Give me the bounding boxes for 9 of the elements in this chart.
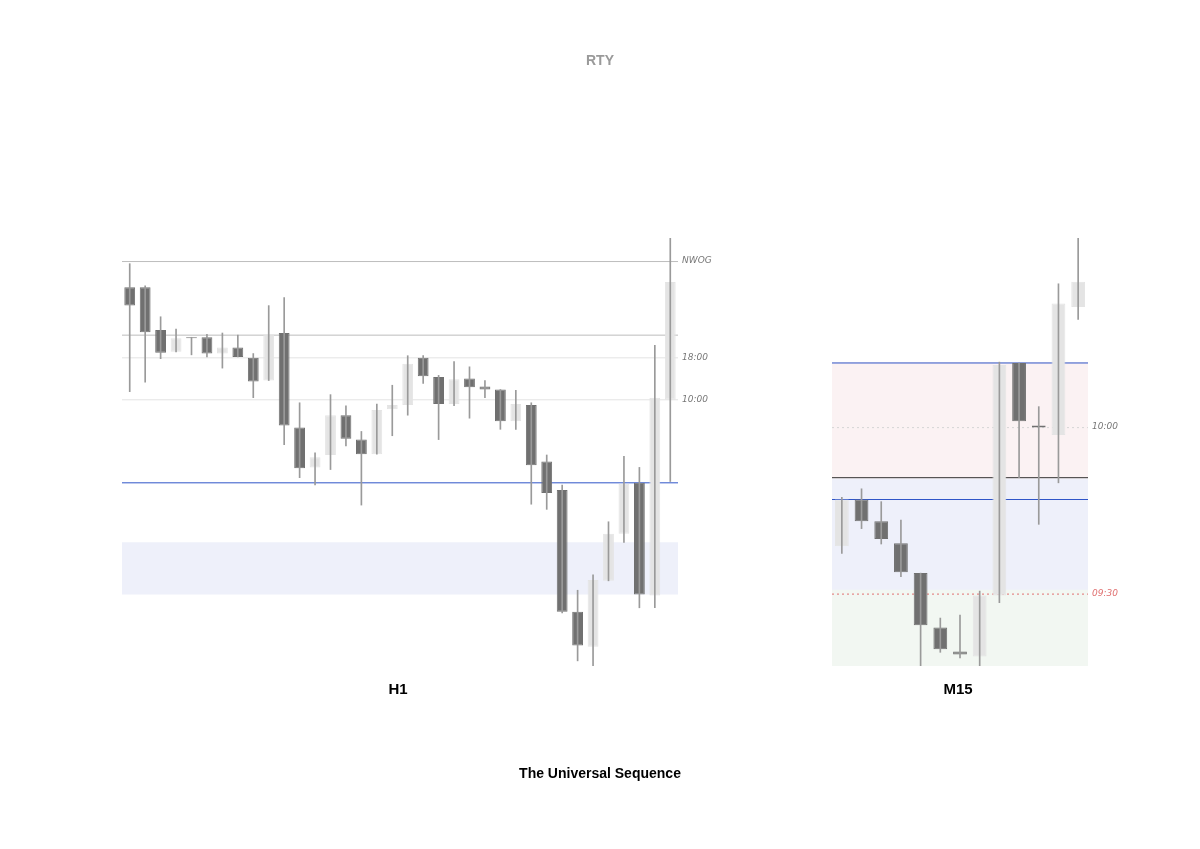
text: 09:30 (1092, 587, 1119, 598)
x-axis-title: H1 (388, 680, 408, 697)
text: The Universal Sequence (518, 765, 682, 781)
ref-line-label: NWOG (682, 255, 712, 266)
text: 10:00 (682, 393, 709, 404)
x-axis-title: M15 (943, 680, 973, 697)
text: 10:00 (1092, 421, 1119, 432)
chart-title: RTY (585, 52, 615, 68)
text: 18:00 (682, 351, 709, 362)
